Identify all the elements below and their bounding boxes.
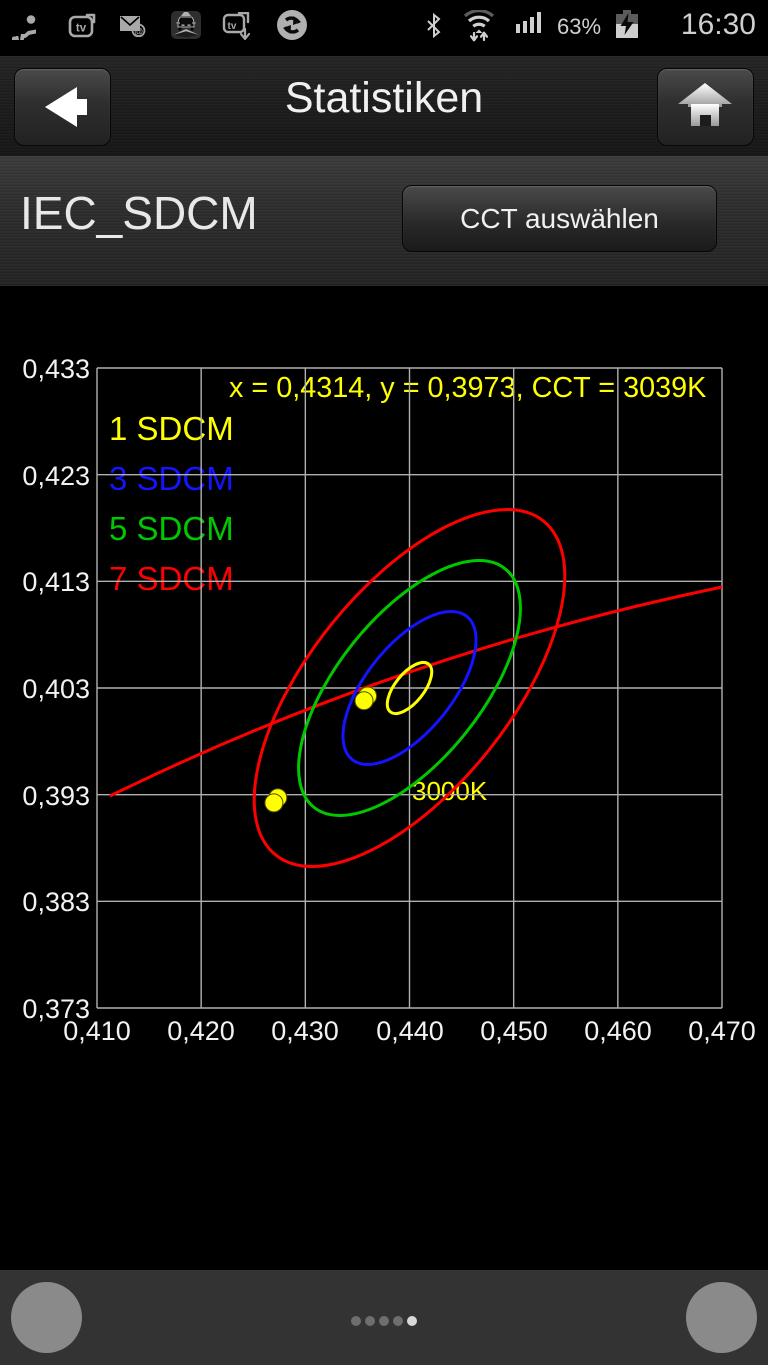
svg-text:@: @	[134, 26, 143, 36]
svg-text:tv: tv	[228, 21, 237, 32]
svg-text:tv: tv	[76, 23, 87, 35]
